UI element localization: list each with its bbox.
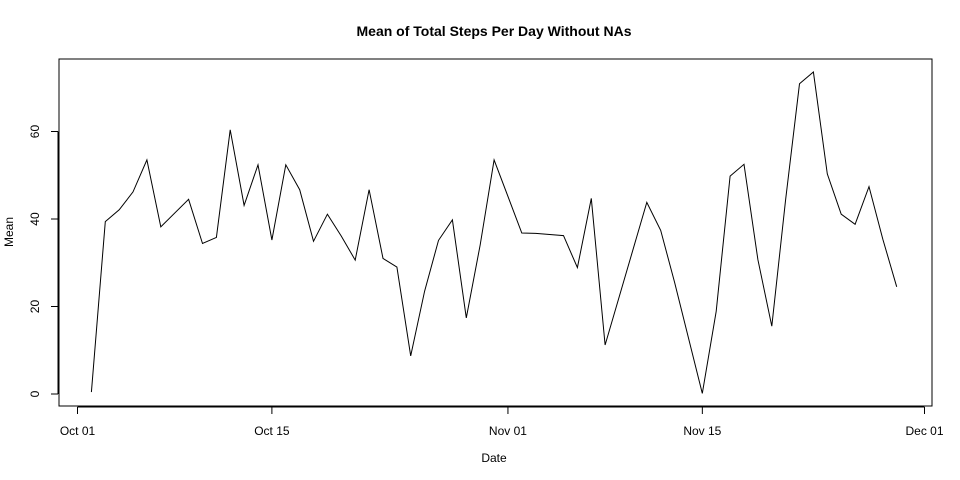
y-tick-label: 40	[28, 212, 42, 226]
chart-title: Mean of Total Steps Per Day Without NAs	[357, 23, 632, 39]
y-axis: 0 20 40 60	[28, 125, 59, 397]
x-tick-label: Nov 15	[683, 424, 721, 438]
x-axis: Oct 01 Oct 15 Nov 01 Nov 15 Dec 01	[60, 406, 944, 438]
y-axis-label: Mean	[2, 217, 16, 247]
y-tick-label: 0	[28, 390, 42, 397]
y-tick-label: 60	[28, 125, 42, 139]
x-tick-label: Nov 01	[489, 424, 527, 438]
x-tick-label: Oct 15	[254, 424, 290, 438]
x-tick-label: Dec 01	[905, 424, 943, 438]
y-tick-label: 20	[28, 300, 42, 314]
x-axis-label: Date	[481, 451, 507, 465]
x-tick-label: Oct 01	[60, 424, 96, 438]
series-line	[90, 71, 898, 394]
plot-frame	[58, 58, 933, 407]
